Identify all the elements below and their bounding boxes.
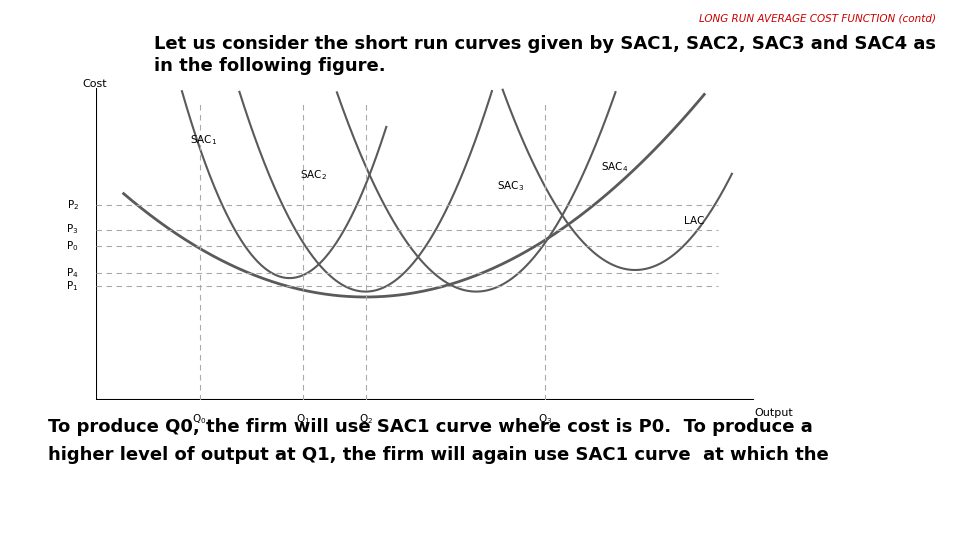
Text: LONG RUN AVERAGE COST FUNCTION (contd): LONG RUN AVERAGE COST FUNCTION (contd) xyxy=(699,14,936,24)
Text: SAC$_1$: SAC$_1$ xyxy=(190,133,217,147)
Text: To produce Q0, the firm will use SAC1 curve where cost is P0.  To produce a: To produce Q0, the firm will use SAC1 cu… xyxy=(48,418,813,436)
Text: LAC: LAC xyxy=(684,216,704,226)
Text: Let us consider the short run curves given by SAC1, SAC2, SAC3 and SAC4 as: Let us consider the short run curves giv… xyxy=(154,35,936,53)
Text: higher level of output at Q1, the firm will again use SAC1 curve  at which the: higher level of output at Q1, the firm w… xyxy=(48,446,828,463)
Text: Q$_0$: Q$_0$ xyxy=(193,411,206,426)
Text: Cost: Cost xyxy=(83,79,107,89)
Text: in the following figure.: in the following figure. xyxy=(154,57,385,75)
Text: SAC$_4$: SAC$_4$ xyxy=(601,160,628,174)
Text: P$_2$: P$_2$ xyxy=(66,198,79,212)
Text: Q$_1$: Q$_1$ xyxy=(297,411,310,426)
Text: SAC$_3$: SAC$_3$ xyxy=(497,179,524,193)
Text: P$_3$: P$_3$ xyxy=(66,222,79,237)
Text: Q$_2$: Q$_2$ xyxy=(358,411,372,426)
Text: Output: Output xyxy=(754,408,793,418)
Text: P$_1$: P$_1$ xyxy=(66,279,79,293)
Text: P$_0$: P$_0$ xyxy=(66,239,79,253)
Text: SAC$_2$: SAC$_2$ xyxy=(300,168,327,182)
Text: Q$_3$: Q$_3$ xyxy=(539,411,552,426)
Text: P$_4$: P$_4$ xyxy=(66,266,79,280)
